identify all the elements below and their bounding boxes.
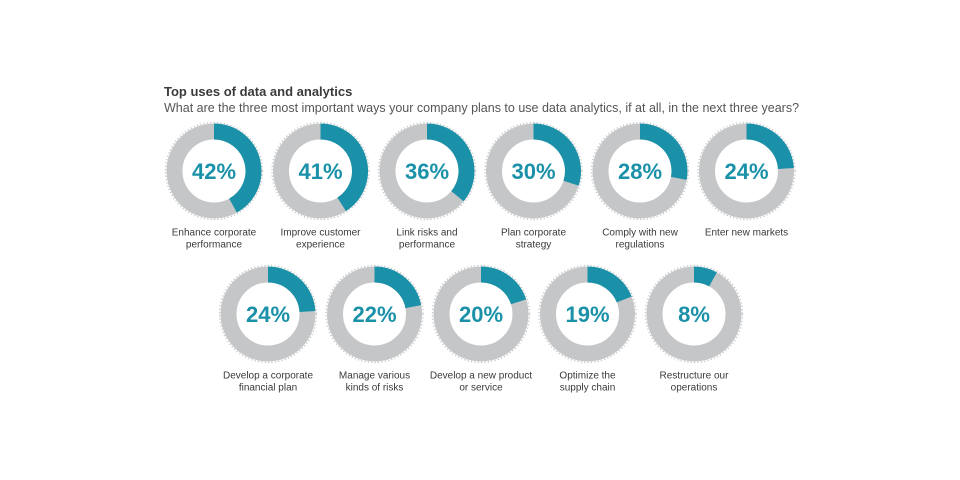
- donut-category-label: performance: [399, 240, 456, 251]
- donut-dotted-outline: [590, 121, 690, 221]
- donut-dotted-outline: [431, 264, 531, 364]
- donut-category-label: Optimize the: [559, 371, 616, 382]
- donut-percent-label: 24%: [724, 159, 768, 184]
- donut-percent-label: 8%: [678, 302, 710, 327]
- donut-value-arc: [213, 123, 262, 213]
- donut-percent-label: 19%: [565, 302, 609, 327]
- chart-header: Top uses of data and analytics What are …: [164, 84, 799, 116]
- donut-value-arc: [693, 266, 717, 287]
- donut-value-arc: [587, 266, 632, 303]
- donut-percent-label: 20%: [459, 302, 503, 327]
- donut-category-label: Develop a new product: [430, 371, 533, 382]
- chart-subtitle: What are the three most important ways y…: [164, 101, 800, 115]
- donut-category-label: performance: [186, 240, 243, 251]
- donut-dotted-outline: [377, 121, 477, 221]
- donut-percent-label: 41%: [298, 159, 342, 184]
- donut-percent-label: 22%: [352, 302, 396, 327]
- donut-item: 24% Enter new markets: [697, 121, 796, 239]
- donut-value-arc: [746, 123, 794, 170]
- donut-value-arc: [426, 123, 475, 202]
- donut-value-arc: [374, 266, 422, 309]
- donut-category-label: operations: [671, 383, 718, 394]
- donut-category-label: Comply with new: [602, 228, 678, 239]
- donut-category-label: Enter new markets: [705, 228, 788, 239]
- donut-dotted-outline: [164, 121, 264, 221]
- donut-category-label: Develop a corporate: [223, 371, 313, 382]
- donut-value-arc: [320, 123, 368, 212]
- donut-category-label: supply chain: [560, 383, 616, 394]
- donut-dotted-outline: [218, 264, 318, 364]
- donut-category-label: kinds of risks: [346, 383, 404, 394]
- donut-category-label: Plan corporate: [501, 228, 566, 239]
- donut-dotted-outline: [271, 121, 370, 221]
- chart-title: Top uses of data and analytics: [164, 84, 353, 99]
- donut-percent-label: 42%: [192, 159, 236, 184]
- donut-category-label: regulations: [616, 240, 665, 251]
- donut-value-arc: [267, 266, 316, 313]
- donut-value-arc: [639, 123, 688, 180]
- donut-percent-label: 30%: [511, 159, 555, 184]
- donut-percent-label: 28%: [618, 159, 662, 184]
- donut-category-label: Manage various: [339, 371, 410, 382]
- donut-percent-label: 36%: [405, 159, 449, 184]
- donut-category-label: or service: [459, 383, 503, 394]
- donut-value-arc: [533, 123, 581, 186]
- donut-dotted-outline: [697, 121, 796, 221]
- donut-percent-label: 24%: [246, 302, 290, 327]
- donut-category-label: financial plan: [239, 383, 297, 394]
- donut-category-label: Improve customer: [280, 228, 361, 239]
- donut-category-label: experience: [296, 240, 345, 251]
- donut-category-label: Enhance corporate: [172, 228, 257, 239]
- donut-dotted-outline: [325, 264, 424, 364]
- donut-category-label: Link risks and: [396, 228, 457, 239]
- donut-dotted-outline: [484, 121, 583, 221]
- donut-dotted-outline: [538, 264, 637, 364]
- donut-dotted-outline: [644, 264, 744, 364]
- donut-value-arc: [480, 266, 527, 305]
- donut-category-label: strategy: [516, 240, 552, 251]
- donut-category-label: Restructure our: [660, 371, 730, 382]
